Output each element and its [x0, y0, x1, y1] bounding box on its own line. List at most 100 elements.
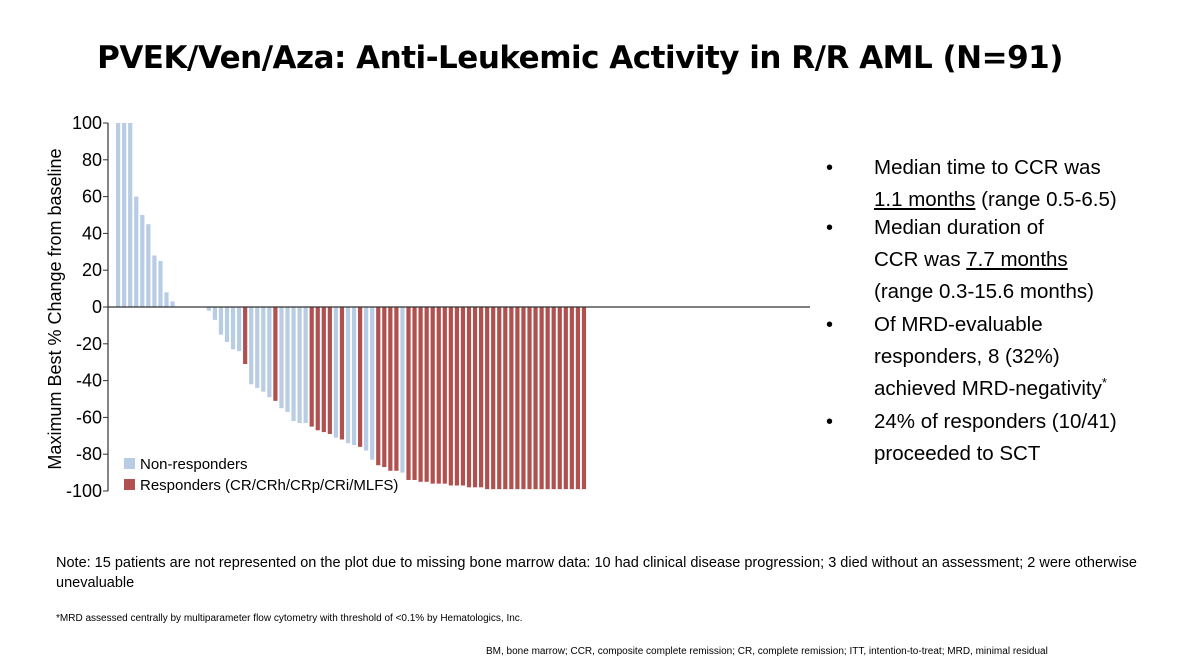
abbreviations: BM, bone marrow; CCR, composite complete… [486, 646, 1048, 657]
y-tick-label: 100 [72, 113, 102, 133]
bar-65 [503, 307, 508, 490]
bullet-median-time: Median time to CCR was 1.1 months (range… [822, 152, 1182, 216]
bar-17 [212, 307, 217, 320]
bar-55 [442, 307, 447, 484]
bars-group [116, 123, 587, 490]
bar-20 [230, 307, 236, 350]
bar-24 [255, 307, 260, 388]
y-tick-label: -60 [76, 407, 102, 427]
bar-36 [327, 307, 332, 434]
bar-4 [134, 196, 139, 307]
bar-45 [382, 307, 387, 468]
y-tick-label: 0 [92, 297, 102, 317]
bar-51 [418, 307, 423, 482]
bar-54 [436, 307, 441, 484]
bar-53 [430, 307, 435, 484]
legend-swatch-1 [124, 458, 135, 469]
bar-69 [527, 307, 532, 490]
bullet-mrd: Of MRD-evaluable responders, 8 (32%) ach… [822, 309, 1182, 406]
bar-34 [315, 307, 320, 431]
y-axis-label: Maximum Best % Change from baseline [45, 148, 65, 469]
bar-68 [521, 307, 526, 490]
bar-18 [218, 307, 224, 335]
bar-60 [472, 307, 478, 488]
bar-35 [321, 307, 326, 433]
bar-66 [509, 307, 514, 490]
y-tick-label: 60 [82, 187, 102, 207]
bar-61 [479, 307, 484, 488]
y-tick-label: 40 [82, 223, 102, 243]
bar-57 [454, 307, 459, 486]
bar-41 [358, 307, 363, 447]
bar-62 [485, 307, 490, 490]
bar-70 [533, 307, 538, 490]
bar-67 [515, 307, 520, 490]
bar-6 [146, 224, 151, 307]
bar-63 [491, 307, 496, 490]
y-tick-label: 80 [82, 150, 102, 170]
bar-16 [206, 307, 211, 311]
y-tick-label: -100 [66, 481, 102, 501]
bar-72 [545, 307, 550, 490]
bar-32 [303, 307, 308, 423]
bullet-sct: 24% of responders (10/41) proceeded to S… [822, 406, 1182, 470]
bar-46 [388, 307, 393, 471]
bar-59 [466, 307, 472, 488]
bar-50 [412, 307, 417, 480]
bar-43 [370, 307, 375, 460]
legend-swatch-2 [124, 479, 135, 490]
bar-64 [497, 307, 502, 490]
bar-42 [364, 307, 369, 451]
bar-19 [224, 307, 230, 342]
bar-56 [448, 307, 453, 486]
slide-title: PVEK/Ven/Aza: Anti-Leukemic Activity in … [97, 40, 1063, 76]
bar-44 [376, 307, 381, 466]
y-tick-label: -20 [76, 334, 102, 354]
bar-47 [394, 307, 399, 471]
bar-2 [122, 123, 127, 307]
bar-10 [170, 301, 175, 307]
bar-73 [551, 307, 556, 490]
legend-label-1: Non-responders [140, 456, 248, 473]
bar-28 [279, 307, 284, 409]
bar-58 [460, 307, 466, 486]
bar-8 [158, 261, 163, 307]
bar-71 [539, 307, 544, 490]
bar-21 [237, 307, 242, 352]
bar-27 [273, 307, 278, 401]
bar-5 [140, 215, 145, 307]
y-tick-label: 20 [82, 260, 102, 280]
bar-38 [339, 307, 345, 440]
legend-label-2: Responders (CR/CRh/CRp/CRi/MLFS) [140, 477, 398, 494]
bar-22 [243, 307, 248, 365]
bar-76 [569, 307, 574, 490]
bar-39 [345, 307, 351, 444]
bar-77 [575, 307, 580, 490]
bar-23 [249, 307, 254, 385]
note-text: Note: 15 patients are not represented on… [56, 555, 1137, 591]
bar-49 [406, 307, 411, 480]
bar-48 [400, 307, 405, 473]
bar-37 [333, 307, 338, 438]
bullet-median-duration: Median duration of CCR was 7.7 months (r… [822, 212, 1182, 309]
bar-78 [581, 307, 587, 490]
bar-1 [116, 123, 121, 307]
bar-31 [297, 307, 302, 423]
bar-33 [309, 307, 314, 427]
bar-52 [424, 307, 429, 482]
bar-25 [261, 307, 266, 392]
y-tick-label: -80 [76, 444, 102, 464]
bar-7 [152, 255, 157, 307]
bar-9 [164, 292, 169, 307]
bar-74 [557, 307, 562, 490]
bar-75 [563, 307, 568, 490]
bar-40 [351, 307, 357, 445]
bar-26 [267, 307, 272, 398]
bar-30 [291, 307, 296, 422]
y-tick-label: -40 [76, 371, 102, 391]
bar-29 [285, 307, 290, 412]
footnote: *MRD assessed centrally by multiparamete… [56, 613, 523, 624]
legend-group: Non-responders Responders (CR/CRh/CRp/CRi… [124, 456, 398, 494]
